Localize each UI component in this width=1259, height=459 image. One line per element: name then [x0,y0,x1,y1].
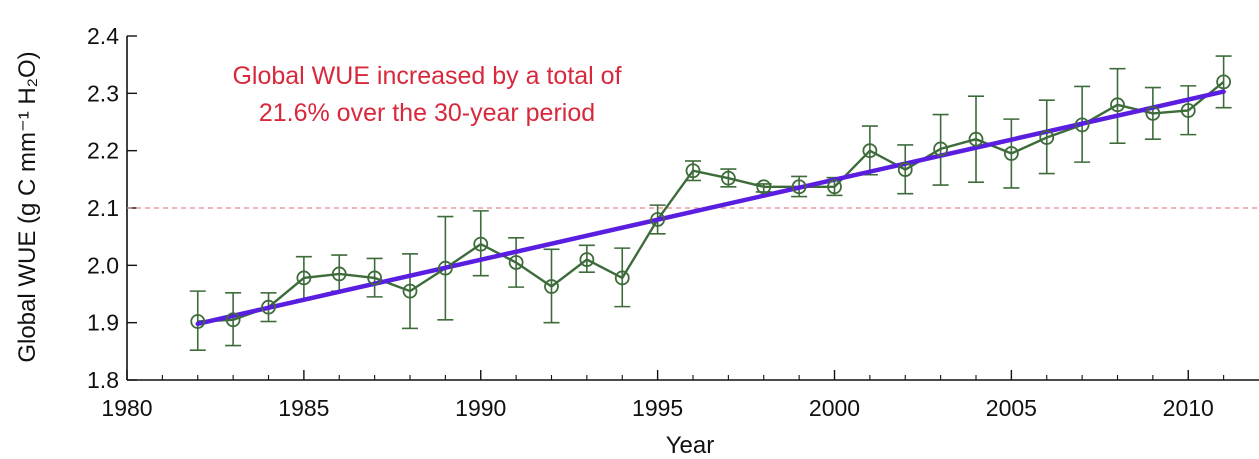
data-point [897,162,913,177]
data-point [1145,106,1161,121]
data-point [1039,130,1055,145]
labels-layer: Global WUE increased by a total of 21.6%… [14,23,1214,459]
annotation-line-2: 21.6% over the 30-year period [259,99,595,127]
data-point [579,252,595,268]
y-tick-label: 1.8 [87,367,119,393]
data-point [933,141,949,157]
data-point [1216,74,1232,90]
data-point [1003,146,1019,161]
data-point [544,279,559,294]
data-point [437,260,453,276]
data-point [827,179,842,195]
data-point [791,179,807,195]
data-point [1074,117,1090,133]
y-tick-label: 1.9 [87,310,119,336]
data-point [968,131,984,147]
x-axis-title: Year [666,432,715,459]
data-point [367,270,383,286]
x-tick-label: 1990 [455,395,506,421]
data-point [225,312,241,328]
data-point [1180,103,1196,118]
data-point [862,143,878,159]
data-point [508,255,524,270]
y-tick-label: 2.4 [87,23,119,49]
data-points-layer [190,74,1232,329]
annotation-line-1: Global WUE increased by a total of [232,62,621,90]
data-point [331,266,347,282]
trend-line [195,89,1226,327]
y-tick-label: 2.3 [87,80,119,106]
data-point [685,163,701,179]
data-point [261,299,276,315]
x-tick-label: 1995 [632,395,683,421]
trend-line-layer [195,89,1226,327]
data-point [190,314,206,329]
x-tick-label: 2010 [1163,395,1214,421]
data-point [473,236,489,252]
data-point [296,270,312,286]
x-tick-label: 1985 [278,395,329,421]
y-tick-label: 2.2 [87,138,119,164]
data-point [1110,97,1125,113]
x-tick-label: 2005 [986,395,1037,421]
data-point [720,170,736,186]
data-point [650,212,666,227]
data-point [756,179,772,195]
x-tick-label: 1980 [101,395,152,421]
x-tick-label: 2000 [809,395,860,421]
y-tick-label: 2.0 [87,252,119,278]
y-axis-title: Global WUE (g C mm⁻¹ H₂O) [14,51,41,362]
data-point [614,270,630,286]
y-tick-label: 2.1 [87,195,119,221]
data-point [402,283,418,299]
